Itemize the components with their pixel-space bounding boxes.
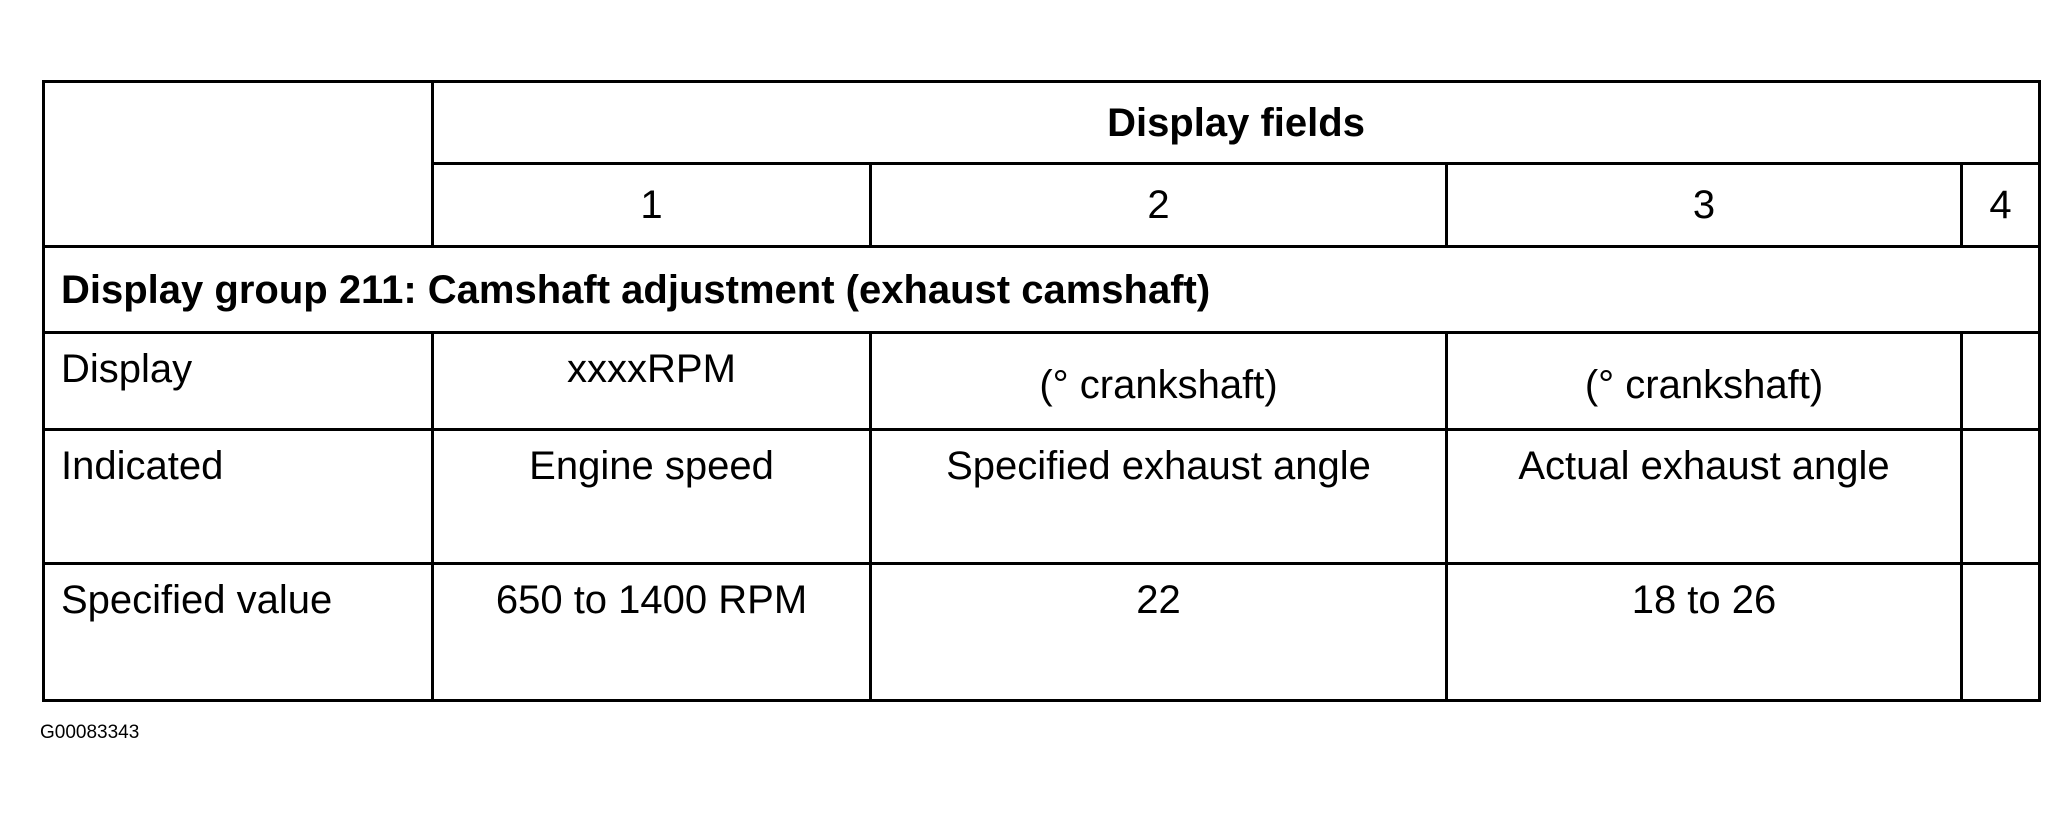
empty-corner-cell bbox=[42, 80, 434, 248]
column-header-4: 4 bbox=[1960, 162, 2041, 248]
table-cell bbox=[1960, 331, 2041, 431]
table-cell bbox=[1960, 428, 2041, 565]
row-label: Display bbox=[42, 331, 434, 431]
group-title: Display group 211: Camshaft adjustment (… bbox=[42, 245, 2041, 334]
row-label: Indicated bbox=[42, 428, 434, 565]
figure-id: G00083343 bbox=[40, 722, 140, 743]
table-row: Specified value 650 to 1400 RPM 22 18 to… bbox=[42, 562, 2041, 702]
table-cell bbox=[1960, 562, 2041, 702]
table-cell: 22 bbox=[869, 562, 1448, 702]
column-header-2: 2 bbox=[869, 162, 1448, 248]
display-group-table: Display fields 1 2 3 4 Display group 211… bbox=[42, 80, 2041, 702]
display-fields-header: Display fields bbox=[431, 80, 2041, 165]
table-cell: Engine speed bbox=[431, 428, 872, 565]
table-cell: (° crankshaft) bbox=[1445, 331, 1963, 431]
column-header-3: 3 bbox=[1445, 162, 1963, 248]
table-cell: xxxxRPM bbox=[431, 331, 872, 431]
table-row: Indicated Engine speed Specified exhaust… bbox=[42, 428, 2041, 565]
column-header-1: 1 bbox=[431, 162, 872, 248]
table-cell: Actual exhaust angle bbox=[1445, 428, 1963, 565]
table-cell: Specified exhaust angle bbox=[869, 428, 1448, 565]
row-label: Specified value bbox=[42, 562, 434, 702]
table-cell: 650 to 1400 RPM bbox=[431, 562, 872, 702]
table-cell: 18 to 26 bbox=[1445, 562, 1963, 702]
table-cell: (° crankshaft) bbox=[869, 331, 1448, 431]
table-row: Display xxxxRPM (° crankshaft) (° cranks… bbox=[42, 331, 2041, 431]
